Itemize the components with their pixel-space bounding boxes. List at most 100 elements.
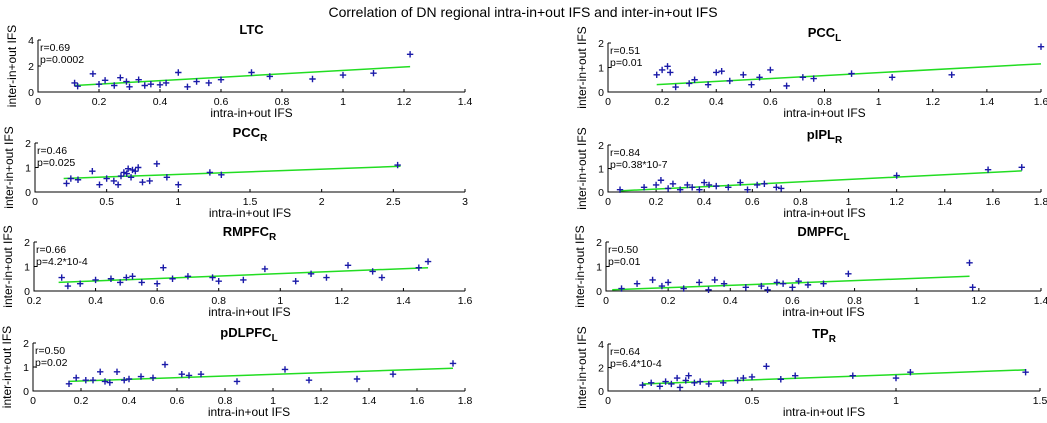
y-axis-label: inter-in+out IFS bbox=[2, 126, 16, 208]
x-tick-label: 0.8 bbox=[817, 96, 832, 108]
data-point bbox=[779, 280, 787, 287]
x-axis-label: intra-in+out IFS bbox=[208, 405, 290, 419]
data-point bbox=[63, 180, 70, 187]
y-tick-label: 0 bbox=[23, 386, 29, 398]
data-point bbox=[672, 83, 679, 91]
data-point bbox=[125, 375, 133, 383]
data-point bbox=[639, 381, 646, 389]
data-point bbox=[764, 286, 771, 293]
data-point bbox=[1037, 43, 1045, 50]
x-tick-label: 1.2 bbox=[335, 295, 350, 307]
y-tick-label: 0 bbox=[596, 286, 602, 298]
data-point bbox=[948, 71, 955, 79]
data-point bbox=[160, 264, 167, 271]
scatter-panel: 0 0.2 0.4 0.6 0.8 1 1.2 1.4 1.6 1.8 0 1 2 pIPLR intra-… bbox=[575, 127, 1047, 220]
x-axis-label: intra-in+out IFS bbox=[209, 206, 291, 220]
stat-annotation: p=0.01 bbox=[608, 256, 641, 268]
data-point bbox=[725, 184, 732, 191]
data-point bbox=[162, 79, 170, 87]
x-tick-label: 0.8 bbox=[211, 295, 226, 307]
x-axis-label: intra-in+out IFS bbox=[783, 206, 865, 220]
data-point bbox=[266, 73, 273, 80]
x-tick-label: 1 bbox=[340, 96, 346, 108]
x-tick-label: 1 bbox=[175, 196, 181, 208]
data-point bbox=[633, 280, 641, 287]
x-tick-label: 1.4 bbox=[396, 295, 411, 307]
x-tick-label: 3 bbox=[462, 196, 468, 208]
data-point bbox=[795, 278, 802, 285]
data-point bbox=[966, 259, 973, 267]
data-point bbox=[691, 76, 698, 83]
data-point bbox=[89, 167, 96, 175]
y-tick-label: 0 bbox=[24, 286, 30, 298]
x-axis-label: intra-in+out IFS bbox=[208, 305, 290, 319]
x-tick-label: 1.4 bbox=[1034, 295, 1047, 307]
data-point bbox=[664, 279, 672, 286]
data-point bbox=[668, 380, 675, 388]
data-point bbox=[783, 82, 790, 90]
data-point bbox=[193, 78, 200, 85]
y-axis-label: inter-in+out IFS bbox=[0, 326, 14, 408]
panel-title: TPR bbox=[812, 326, 837, 345]
x-tick-label: 1.6 bbox=[986, 196, 1001, 208]
data-point bbox=[67, 175, 75, 182]
data-point bbox=[685, 80, 693, 87]
x-tick-label: 0.5 bbox=[745, 395, 760, 407]
data-point bbox=[101, 378, 109, 385]
x-tick-label: 2 bbox=[319, 196, 325, 208]
data-point bbox=[281, 366, 289, 373]
data-point bbox=[449, 360, 457, 367]
stat-annotation: r=0.51 bbox=[610, 45, 640, 57]
x-tick-label: 0.4 bbox=[88, 295, 103, 307]
scatter-panel: 0 0.2 0.4 0.6 0.8 1 1.2 1.4 0 2 4 LTC intra-in+out I… bbox=[5, 22, 472, 120]
x-tick-label: 1.2 bbox=[889, 196, 904, 208]
data-point bbox=[305, 377, 313, 384]
data-point bbox=[969, 284, 976, 291]
data-point bbox=[705, 181, 713, 189]
stat-annotation: p=0.38*10-7 bbox=[610, 159, 668, 171]
regression-line bbox=[642, 369, 1026, 385]
data-point bbox=[705, 380, 712, 388]
data-point bbox=[701, 179, 708, 186]
x-tick-label: 0.2 bbox=[27, 295, 42, 307]
data-point bbox=[804, 281, 812, 289]
data-point bbox=[76, 280, 84, 287]
data-point bbox=[323, 274, 330, 281]
data-point bbox=[123, 170, 130, 177]
y-tick-label: 2 bbox=[598, 140, 604, 152]
data-point bbox=[292, 278, 299, 285]
data-point bbox=[799, 74, 807, 81]
data-point bbox=[370, 69, 377, 77]
data-point bbox=[734, 377, 741, 384]
data-point bbox=[106, 379, 113, 386]
data-point bbox=[101, 77, 109, 84]
data-point bbox=[658, 282, 666, 290]
data-point bbox=[153, 160, 161, 168]
y-tick-label: 2 bbox=[598, 38, 604, 50]
stat-annotation: p=0.01 bbox=[610, 57, 643, 69]
stat-annotation: r=0.50 bbox=[608, 244, 638, 256]
data-point bbox=[737, 179, 744, 186]
x-tick-label: 0.4 bbox=[723, 295, 738, 307]
data-point bbox=[705, 286, 712, 293]
data-point bbox=[849, 372, 856, 379]
x-tick-label: 0.4 bbox=[122, 395, 137, 407]
y-axis-label: inter-in+out IFS bbox=[1, 225, 15, 307]
data-point bbox=[406, 51, 414, 58]
y-axis-label: inter-in+out IFS bbox=[575, 26, 589, 108]
data-point bbox=[984, 166, 992, 173]
data-point bbox=[74, 82, 81, 90]
x-tick-label: 2.5 bbox=[386, 196, 401, 208]
data-point bbox=[126, 83, 133, 90]
data-point bbox=[792, 372, 799, 379]
y-tick-label: 1 bbox=[25, 163, 31, 175]
data-point bbox=[121, 377, 128, 384]
y-tick-label: 1 bbox=[598, 164, 604, 176]
x-tick-label: 1 bbox=[277, 295, 283, 307]
data-point bbox=[682, 377, 689, 384]
x-tick-label: 0 bbox=[605, 395, 611, 407]
y-tick-label: 1 bbox=[24, 262, 30, 274]
x-tick-label: 0.2 bbox=[649, 196, 664, 208]
data-point bbox=[810, 75, 817, 82]
data-point bbox=[820, 280, 827, 287]
